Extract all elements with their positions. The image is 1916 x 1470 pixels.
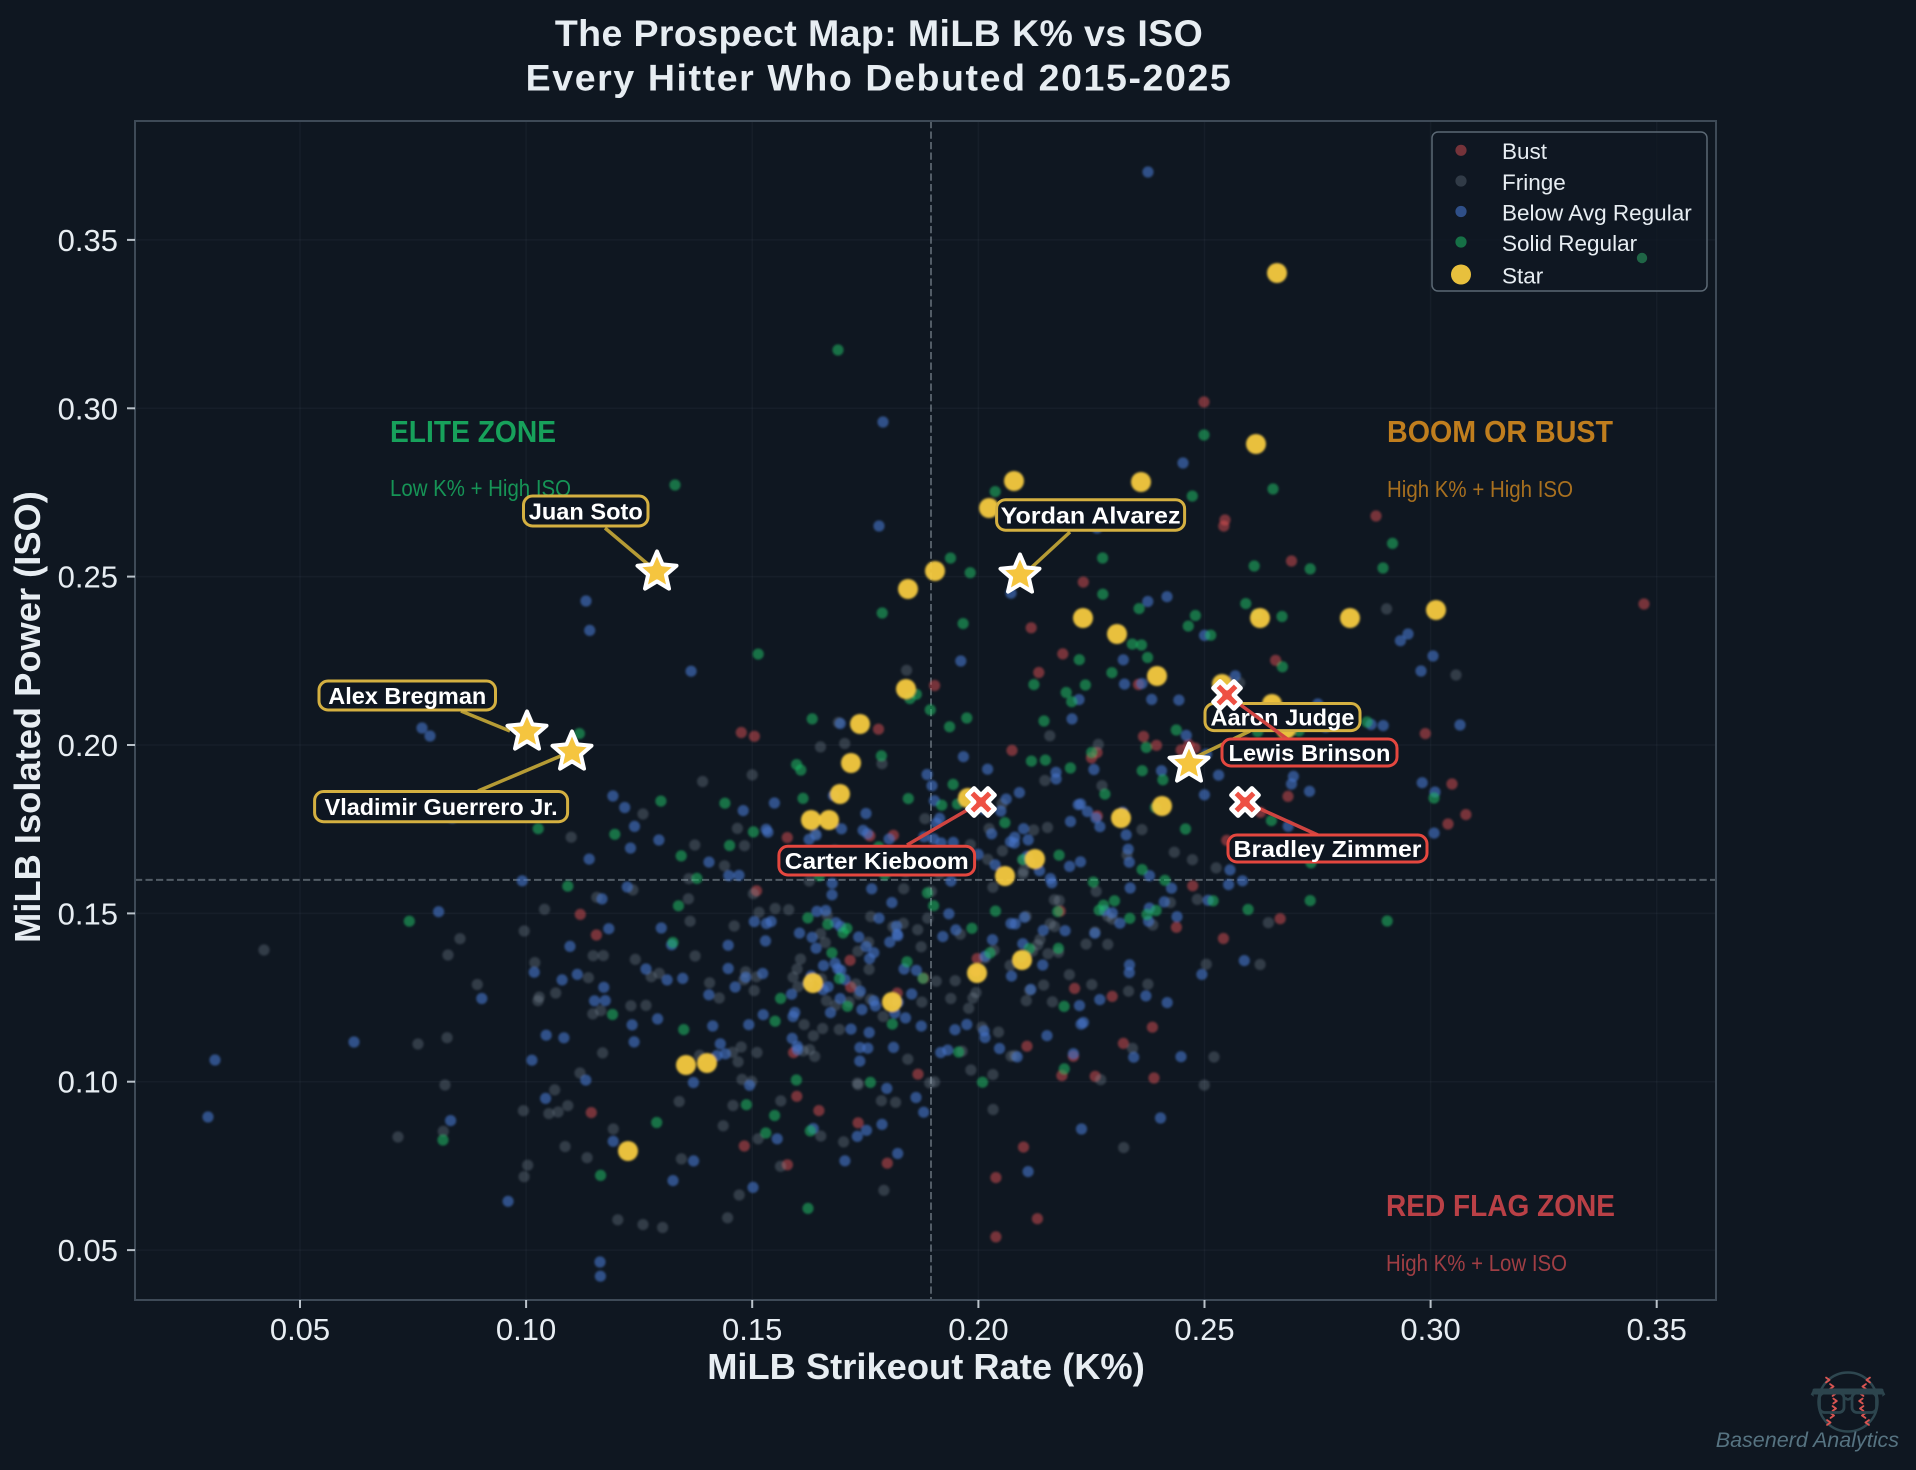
- svg-text:0.10: 0.10: [58, 1065, 118, 1100]
- svg-text:High K% + Low ISO: High K% + Low ISO: [1386, 1250, 1567, 1276]
- svg-text:0.20: 0.20: [58, 728, 118, 763]
- svg-text:Yordan Alvarez: Yordan Alvarez: [1001, 502, 1181, 528]
- svg-text:Bust: Bust: [1502, 139, 1548, 164]
- svg-text:0.15: 0.15: [58, 896, 118, 931]
- svg-text:Lewis Brinson: Lewis Brinson: [1229, 740, 1391, 766]
- svg-text:Bradley Zimmer: Bradley Zimmer: [1234, 836, 1422, 862]
- svg-text:0.25: 0.25: [1174, 1312, 1234, 1347]
- svg-text:0.25: 0.25: [58, 560, 118, 595]
- svg-text:0.35: 0.35: [1627, 1312, 1687, 1347]
- svg-text:Carter Kieboom: Carter Kieboom: [785, 848, 969, 874]
- svg-text:0.15: 0.15: [722, 1312, 782, 1347]
- svg-text:0.10: 0.10: [496, 1312, 556, 1347]
- svg-text:The Prospect Map: MiLB K% vs I: The Prospect Map: MiLB K% vs ISO: [555, 12, 1203, 54]
- svg-text:BOOM OR BUST: BOOM OR BUST: [1387, 414, 1613, 449]
- svg-text:Juan Soto: Juan Soto: [529, 499, 643, 525]
- svg-text:Every Hitter Who Debuted 2015-: Every Hitter Who Debuted 2015-2025: [526, 57, 1233, 99]
- svg-text:High K% + High ISO: High K% + High ISO: [1387, 476, 1573, 502]
- svg-text:Fringe: Fringe: [1502, 170, 1566, 195]
- svg-text:Star: Star: [1502, 263, 1544, 288]
- svg-text:0.30: 0.30: [1400, 1312, 1460, 1347]
- svg-text:Solid Regular: Solid Regular: [1502, 231, 1638, 256]
- svg-text:RED FLAG ZONE: RED FLAG ZONE: [1386, 1188, 1615, 1223]
- svg-text:0.20: 0.20: [948, 1312, 1008, 1347]
- svg-text:ELITE ZONE: ELITE ZONE: [390, 414, 556, 449]
- svg-text:0.05: 0.05: [58, 1233, 118, 1268]
- svg-text:Basenerd Analytics: Basenerd Analytics: [1716, 1428, 1899, 1452]
- svg-text:MiLB Isolated Power (ISO): MiLB Isolated Power (ISO): [7, 491, 48, 943]
- svg-text:Vladimir Guerrero Jr.: Vladimir Guerrero Jr.: [325, 794, 558, 820]
- svg-text:Alex Bregman: Alex Bregman: [328, 683, 486, 709]
- svg-text:0.05: 0.05: [270, 1312, 330, 1347]
- svg-text:0.35: 0.35: [58, 223, 118, 258]
- svg-text:0.30: 0.30: [58, 391, 118, 426]
- svg-text:MiLB Strikeout Rate (K%): MiLB Strikeout Rate (K%): [707, 1346, 1145, 1387]
- svg-text:Below Avg Regular: Below Avg Regular: [1502, 200, 1692, 225]
